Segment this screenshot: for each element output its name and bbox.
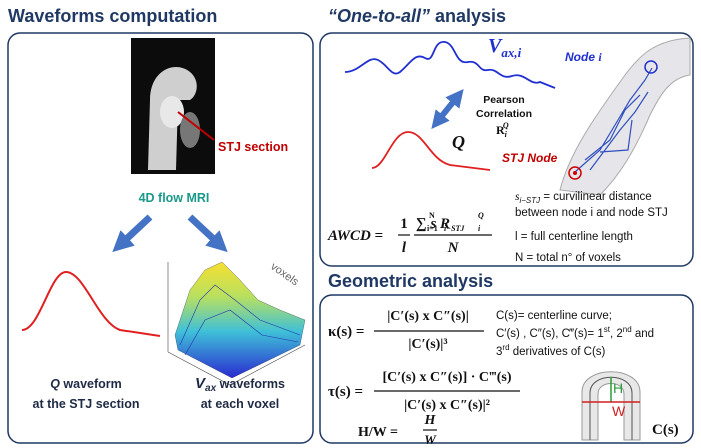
- awcd-frac1-den: l: [402, 240, 407, 256]
- q-label: Q: [452, 132, 465, 152]
- awcd-lhs: AWCD =: [327, 228, 383, 244]
- pearson-2: Correlation: [476, 108, 532, 120]
- v-caption: Vax waveforms: [195, 375, 285, 394]
- shape-h: H: [613, 380, 623, 396]
- definition: l = full centerline length: [515, 231, 633, 243]
- geometric-def: C(s)= centerline curve;: [496, 310, 612, 322]
- hw-num: H: [424, 413, 437, 428]
- awcd-num-sub3: i: [478, 224, 481, 233]
- definition: between node i and node STJ: [515, 207, 668, 219]
- q-caption: Q waveform: [50, 377, 122, 391]
- tau-den: |C′(s) x C″(s)|²: [404, 398, 490, 413]
- mri-label: STJ section: [218, 140, 288, 154]
- kappa-den: |C′(s)|³: [408, 337, 447, 352]
- mri-caption: 4D flow MRI: [139, 191, 210, 205]
- tau-lhs: τ(s) =: [328, 384, 363, 400]
- one-to-all-title: “One-to-all” analysis: [328, 6, 506, 26]
- stj-node-label: STJ Node: [502, 151, 558, 165]
- geometric-title: Geometric analysis: [328, 271, 493, 291]
- figure: Waveforms computation STJ section 4D flo…: [0, 0, 701, 448]
- geometric-def: 3rd derivatives of C(s): [496, 343, 606, 358]
- arrow: [120, 217, 150, 245]
- kappa-num: |C′(s) x C″(s)|: [387, 309, 469, 324]
- geometric-def: C′(s) , C″(s), C‴(s)= 1st, 2nd and: [496, 325, 654, 340]
- pearson-1: Pearson: [483, 94, 524, 106]
- left-title: Waveforms computation: [8, 6, 217, 26]
- awcd-num-sup3: Q: [478, 211, 484, 220]
- tau-num: [C′(s) x C″(s)] · C‴(s): [382, 370, 511, 385]
- q-caption-2: at the STJ section: [33, 397, 140, 411]
- vax-waveform: [345, 42, 555, 88]
- definition: si−STJ = curvilinear distance: [515, 191, 652, 205]
- mri-image: [131, 38, 215, 174]
- shape-label: C(s): [652, 422, 679, 438]
- vax-label: Vax,i: [488, 35, 522, 60]
- surface-label: voxels: [268, 261, 301, 289]
- q-waveform: [22, 272, 160, 336]
- awcd-num-sub2: i−STJ: [444, 224, 465, 233]
- awcd-den: N: [447, 240, 460, 256]
- definition: N = total n° of voxels: [515, 252, 621, 264]
- correlation-arrow: [437, 96, 458, 122]
- awcd-num-sup1: N: [429, 211, 435, 220]
- shape-w: W: [612, 403, 626, 419]
- q-curve: [372, 132, 490, 170]
- pearson-symbol: RiQ: [496, 121, 509, 139]
- arrow: [190, 217, 220, 245]
- hw-den: W: [424, 432, 437, 447]
- awcd-num-sub1: i=1: [427, 224, 438, 233]
- hw-lhs: H/W =: [358, 425, 398, 440]
- node-i-label: Node i: [565, 50, 602, 64]
- kappa-lhs: κ(s) =: [328, 324, 364, 340]
- awcd-frac1-num: 1: [400, 216, 408, 232]
- v-caption-2: at each voxel: [201, 397, 280, 411]
- arch-shape: [582, 372, 640, 440]
